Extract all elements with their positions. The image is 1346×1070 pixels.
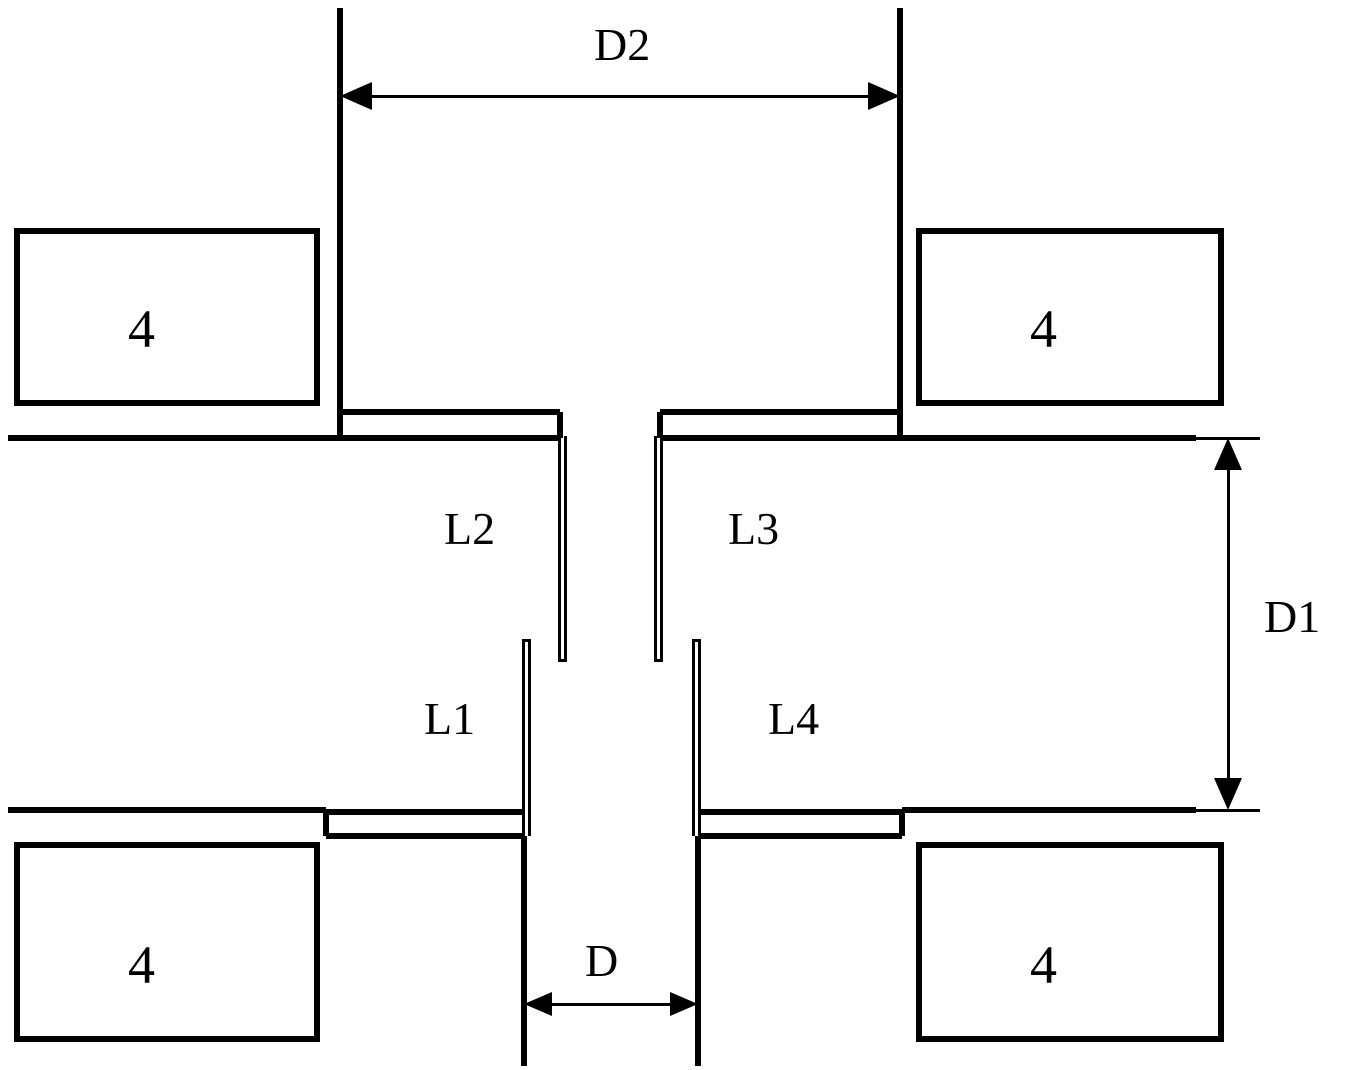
inner-L4-b: [698, 640, 701, 836]
bottom-lip-right-top: [698, 809, 902, 815]
d2-tick-left: [339, 8, 342, 148]
bottom-lip-left-top: [326, 809, 524, 815]
box-bottom_left-label: 4: [128, 938, 155, 992]
bottom-lip-right-bot: [698, 833, 902, 839]
box-top_left-label: 4: [128, 302, 155, 356]
box-top_right-label: 4: [1030, 302, 1057, 356]
inner-L3-b: [660, 436, 663, 660]
inner-L2-cap: [558, 659, 567, 662]
duct-top-left: [8, 435, 340, 441]
bottom-lip-left-end: [323, 812, 329, 836]
d-arrow-left: [524, 992, 552, 1016]
box-top_left: [14, 228, 320, 406]
duct-bot-right: [902, 807, 1196, 813]
inner-L1-b: [528, 640, 531, 836]
inner-L1-cap: [522, 639, 531, 642]
box-bottom_right-label: 4: [1030, 938, 1057, 992]
label-L2: L2: [444, 506, 495, 552]
box-bottom_right: [916, 842, 1224, 1042]
top-lip-right-inner-edge: [657, 412, 663, 438]
duct-top-right: [900, 435, 1196, 441]
top-pipe-lip-left-top: [340, 409, 560, 415]
d-label: D: [585, 938, 618, 984]
label-L1: L1: [424, 696, 475, 742]
d2-arrow-right: [868, 82, 900, 110]
d-arrow-shaft: [552, 1003, 670, 1006]
d1-arrow-up: [1214, 438, 1242, 470]
label-L3: L3: [728, 506, 779, 552]
inner-L4-cap: [692, 639, 701, 642]
top-pipe-lip-right-bot: [660, 435, 900, 441]
d1-arrow-shaft: [1227, 470, 1230, 778]
inner-L4-a: [692, 640, 695, 836]
inner-L2-a: [558, 436, 561, 660]
bottom-lip-left-bot: [326, 833, 524, 839]
box-top_right: [916, 228, 1224, 406]
bottom-pipe-left-wall: [521, 836, 527, 1066]
top-pipe-lip-right-top: [660, 409, 900, 415]
d-arrow-right: [670, 992, 698, 1016]
inner-L2-b: [564, 436, 567, 660]
top-lip-left-inner-edge: [557, 412, 563, 438]
box-bottom_left: [14, 842, 320, 1042]
d2-tick-right: [899, 8, 902, 148]
top-pipe-lip-left-bot: [340, 435, 560, 441]
bottom-pipe-right-wall: [695, 836, 701, 1066]
inner-L1-a: [522, 640, 525, 836]
label-L4: L4: [768, 696, 819, 742]
d1-arrow-down: [1214, 778, 1242, 810]
d2-arrow-shaft: [372, 95, 868, 98]
d1-label: D1: [1264, 594, 1320, 640]
duct-bot-left: [8, 807, 326, 813]
inner-L3-a: [654, 436, 657, 660]
bottom-lip-right-end: [899, 812, 905, 836]
inner-L3-cap: [654, 659, 663, 662]
d2-arrow-left: [340, 82, 372, 110]
d2-label: D2: [594, 22, 650, 68]
diagram-stage: 4 4 4 4 L1 L2 L3 L4 D2 D1 D: [0, 0, 1346, 1070]
